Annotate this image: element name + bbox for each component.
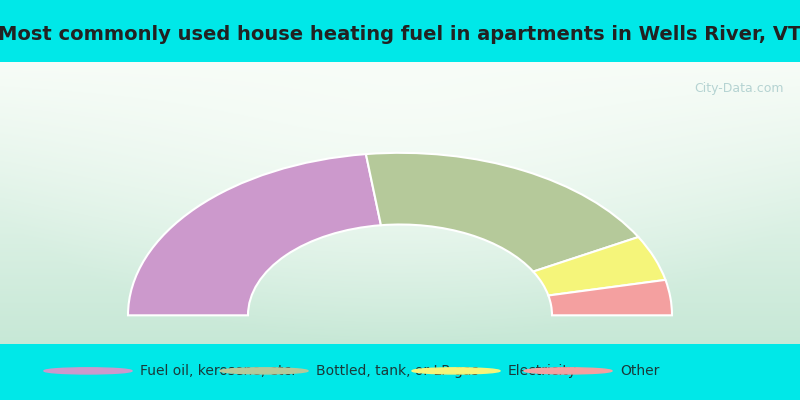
Circle shape — [44, 368, 132, 374]
Wedge shape — [548, 280, 672, 315]
Circle shape — [524, 368, 612, 374]
Wedge shape — [366, 153, 638, 272]
Wedge shape — [533, 237, 666, 296]
Text: Other: Other — [620, 364, 659, 378]
Text: City-Data.com: City-Data.com — [694, 82, 784, 95]
Circle shape — [412, 368, 500, 374]
Wedge shape — [128, 154, 381, 315]
Text: Bottled, tank, or LP gas: Bottled, tank, or LP gas — [316, 364, 478, 378]
Text: Fuel oil, kerosene, etc.: Fuel oil, kerosene, etc. — [140, 364, 295, 378]
Text: Electricity: Electricity — [508, 364, 577, 378]
Circle shape — [220, 368, 308, 374]
Text: Most commonly used house heating fuel in apartments in Wells River, VT: Most commonly used house heating fuel in… — [0, 25, 800, 44]
